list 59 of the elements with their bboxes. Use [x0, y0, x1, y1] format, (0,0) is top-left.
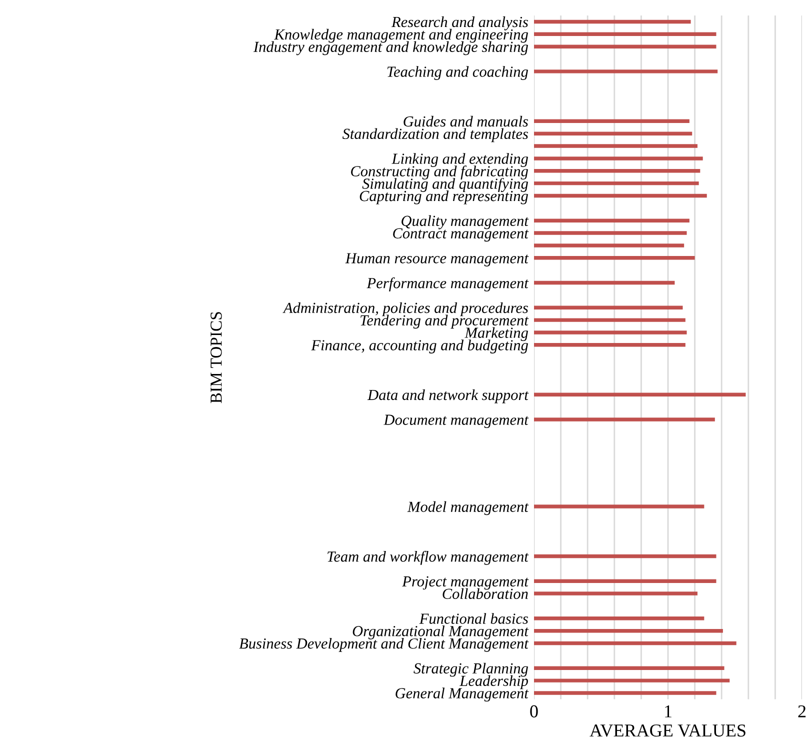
x-axis-title: AVERAGE VALUES: [590, 724, 746, 737]
y-tick-label: Finance, accounting and budgeting: [311, 340, 528, 354]
bar: [534, 144, 698, 148]
bar: [534, 641, 736, 646]
y-tick-label: Teaching and coaching: [387, 66, 528, 80]
y-tick-label: Simulating and quantifying: [362, 178, 528, 192]
y-tick-label: Functional basics: [419, 613, 528, 624]
bar: [534, 280, 675, 285]
y-tick-label: Guides and manuals: [404, 116, 528, 127]
y-tick-label: Marketing: [464, 327, 528, 342]
y-tick-label: Business Development and Client Management: [239, 638, 529, 652]
bar: [534, 231, 687, 235]
y-tick-label: Standardization and templates: [342, 128, 528, 142]
bar: [534, 504, 704, 508]
x-tick-label: 2: [798, 705, 806, 718]
y-tick-label: Team and workflow management: [328, 550, 529, 565]
y-tick-label: Model management: [407, 501, 529, 516]
bar: [534, 244, 684, 248]
bar: [534, 616, 704, 620]
y-tick-label: Document management: [384, 414, 529, 428]
bar: [534, 343, 686, 347]
bar: [534, 32, 716, 36]
y-axis-title: BIM TOPICS: [210, 312, 222, 404]
bar: [534, 554, 716, 558]
y-tick-label: Performance management: [366, 277, 529, 292]
bar: [534, 70, 718, 74]
bar: [534, 666, 724, 670]
y-tick-label: Human resource management: [345, 253, 529, 266]
bar: [534, 306, 683, 310]
y-tick-label: Collaboration: [442, 588, 528, 599]
bar: [534, 392, 746, 397]
x-tick-label: 0: [530, 705, 538, 718]
bar: [534, 330, 687, 334]
bar: [534, 156, 703, 160]
x-tick-label: 1: [665, 705, 672, 718]
y-tick-label: General Management: [396, 688, 529, 702]
bar: [534, 678, 730, 682]
bar: [534, 256, 695, 260]
bar: [534, 579, 716, 583]
y-tick-label: Strategic Planning: [414, 662, 528, 677]
y-tick-label: Contract management: [393, 228, 529, 242]
bar: [534, 218, 690, 222]
bar: [534, 318, 686, 322]
bar: [534, 44, 716, 48]
bar: [534, 119, 690, 124]
bar: [534, 20, 691, 24]
y-tick-label: Leadership: [460, 675, 528, 690]
y-tick-label: Organizational Management: [352, 626, 529, 640]
bar: [534, 194, 707, 198]
bar: [534, 132, 692, 136]
bar: [534, 418, 715, 422]
y-tick-label: Data and network support: [367, 389, 529, 404]
y-tick-label: Quality management: [402, 215, 529, 230]
y-tick-label: Project management: [402, 576, 529, 590]
bar: [534, 169, 700, 173]
bar: [534, 592, 698, 596]
bar: [534, 628, 723, 633]
bar: [534, 181, 699, 186]
bar: [534, 691, 716, 695]
